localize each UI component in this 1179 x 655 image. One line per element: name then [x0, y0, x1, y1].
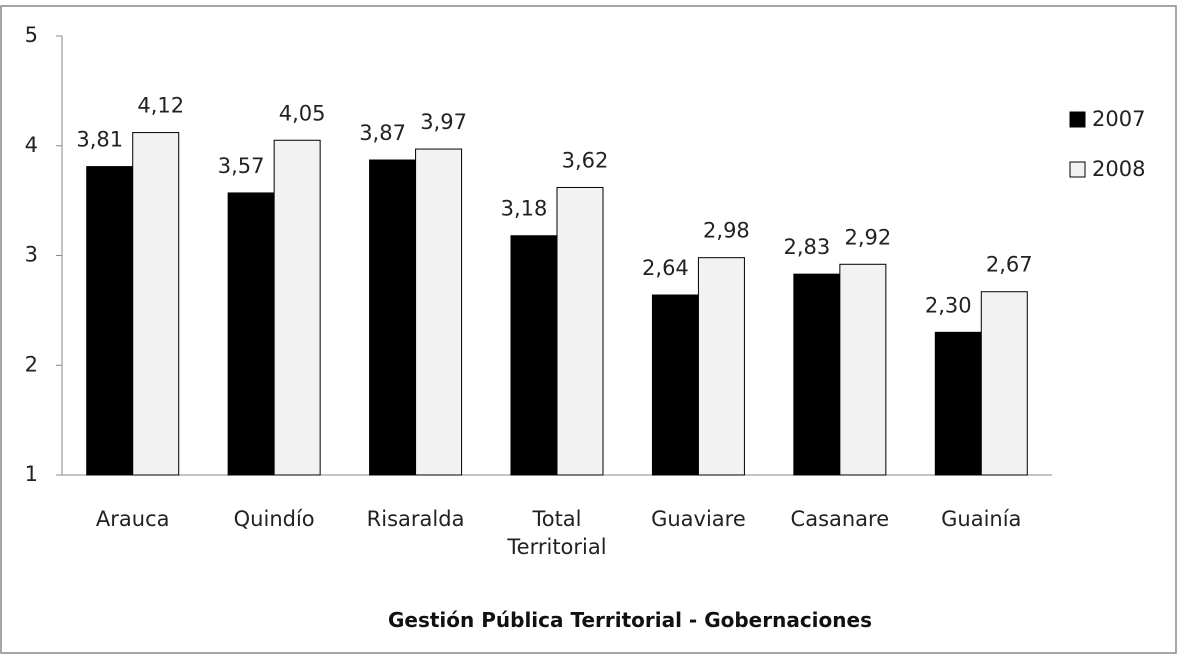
bar — [273, 139, 321, 476]
value-label: 2,83 — [783, 235, 830, 259]
x-tick-label: Arauca — [95, 507, 170, 531]
value-label: 2,64 — [642, 256, 689, 280]
value-label: 4,12 — [137, 94, 184, 118]
value-label: 4,05 — [279, 101, 326, 125]
value-label: 3,18 — [501, 197, 548, 221]
value-label: 2,98 — [703, 219, 750, 243]
value-label: 3,57 — [218, 154, 265, 178]
x-axis-title: Gestión Pública Territorial - Gobernacio… — [387, 608, 872, 632]
bar — [86, 166, 134, 476]
value-label: 2,67 — [986, 253, 1033, 277]
bar — [793, 273, 841, 476]
x-tick-label: Quindío — [233, 507, 315, 531]
value-label: 2,92 — [844, 225, 891, 249]
x-tick-label: Guainía — [941, 507, 1022, 531]
value-label: 3,62 — [562, 148, 609, 172]
bar — [697, 257, 745, 476]
bar — [839, 263, 887, 476]
x-tick-label: Risaralda — [366, 507, 465, 531]
value-label: 3,97 — [420, 110, 467, 134]
x-tick-label: Casanare — [790, 507, 890, 531]
y-tick-label: 3 — [25, 243, 38, 267]
x-tick-label: Total Territorial — [507, 507, 607, 559]
bar — [651, 294, 699, 476]
legend-label: 2008 — [1092, 157, 1145, 181]
bar — [556, 186, 604, 476]
y-tick-label: 5 — [25, 23, 38, 47]
legend-swatch — [1069, 111, 1086, 128]
legend-label: 2007 — [1092, 107, 1145, 131]
value-label: 3,87 — [359, 121, 406, 145]
value-label: 2,30 — [925, 293, 972, 317]
y-tick-label: 2 — [25, 352, 38, 376]
x-tick-label: Guaviare — [651, 507, 746, 531]
value-label: 3,81 — [76, 128, 123, 152]
bar — [132, 132, 180, 476]
bar — [227, 192, 275, 476]
bar — [980, 291, 1028, 476]
legend-swatch — [1069, 161, 1086, 178]
bar — [934, 331, 982, 476]
bar — [510, 235, 558, 476]
chart-border — [0, 5, 1177, 654]
y-tick-label: 4 — [25, 133, 38, 157]
bar — [369, 159, 417, 476]
bar — [415, 148, 463, 476]
y-tick-label: 1 — [25, 462, 38, 486]
